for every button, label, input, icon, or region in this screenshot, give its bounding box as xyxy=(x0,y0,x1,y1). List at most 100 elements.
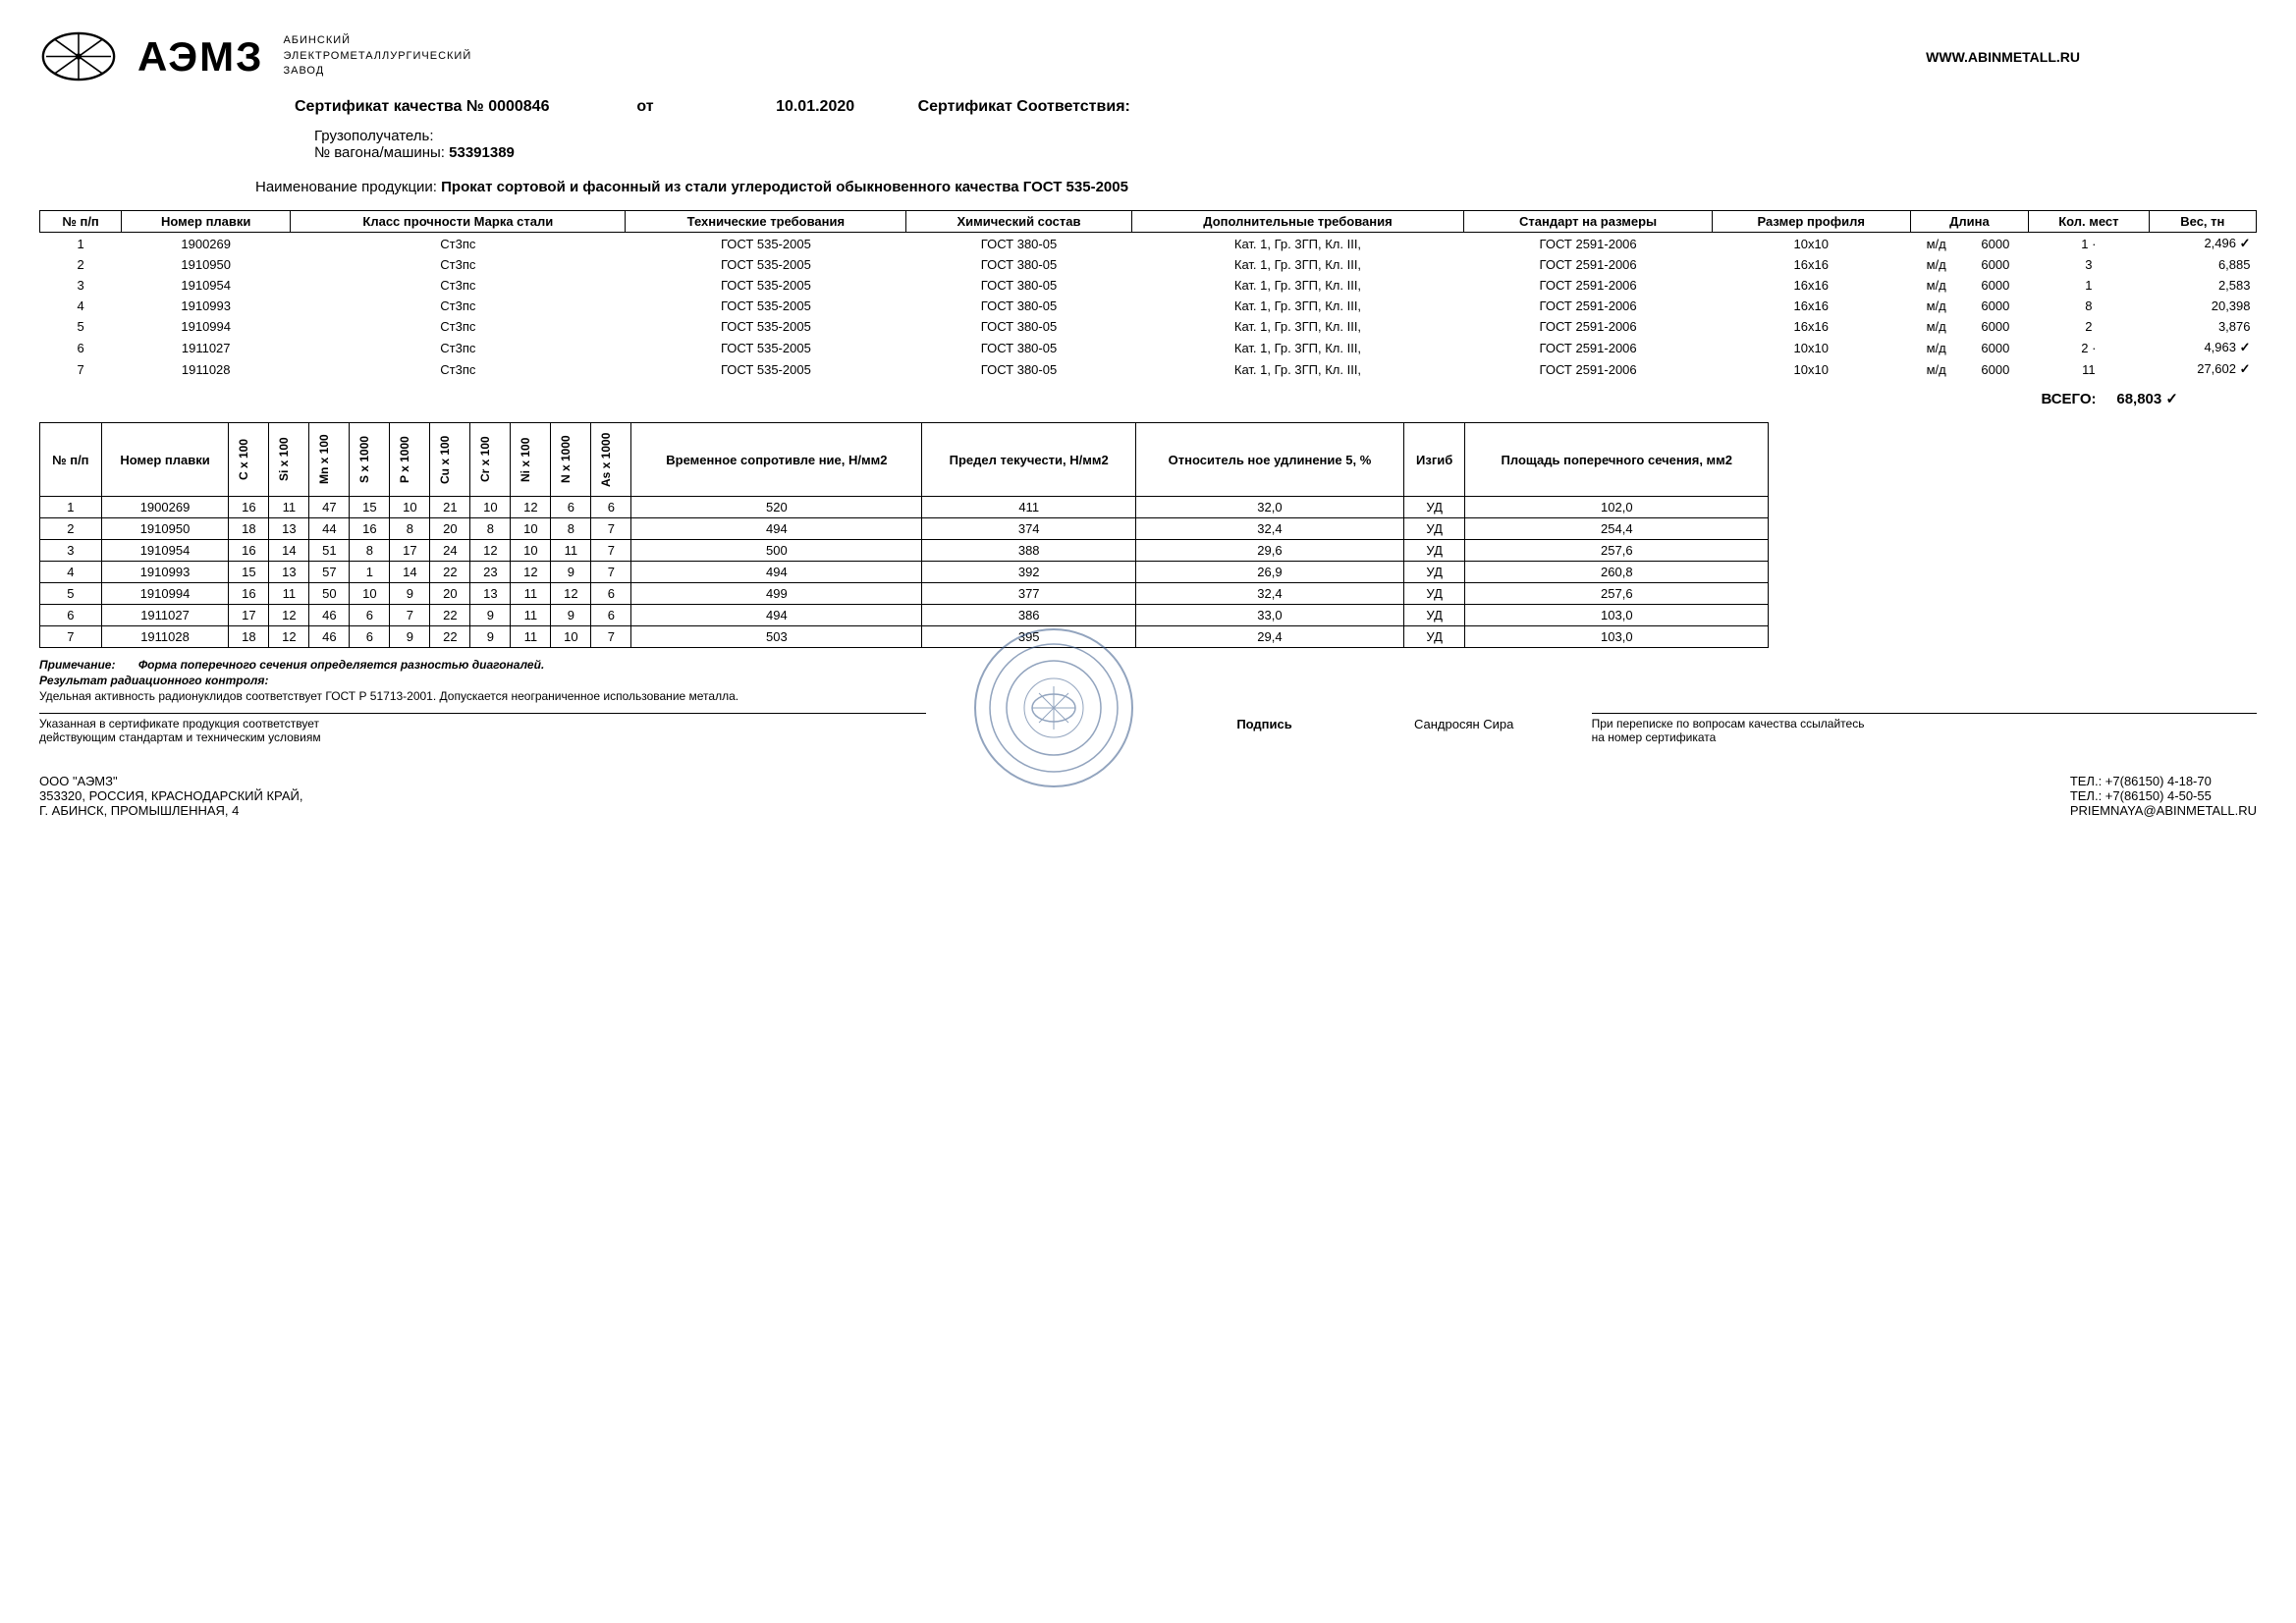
table2-header: Ni x 100 xyxy=(511,423,551,497)
table-cell: УД xyxy=(1403,518,1464,540)
table1-header: Класс прочности Марка стали xyxy=(291,211,626,233)
table-row: 21910950Ст3псГОСТ 535-2005ГОСТ 380-05Кат… xyxy=(40,254,2257,275)
table-cell: ГОСТ 380-05 xyxy=(906,358,1131,380)
table-cell: 1 xyxy=(40,233,122,255)
table-cell: 6 xyxy=(591,583,631,605)
table-cell: Ст3пс xyxy=(291,296,626,316)
table-cell: 7 xyxy=(40,358,122,380)
table-cell: 500 xyxy=(631,540,922,562)
table-cell: 16 xyxy=(350,518,390,540)
table-cell: 374 xyxy=(922,518,1136,540)
table-cell: м/д xyxy=(1910,254,1962,275)
table1-header: Стандарт на размеры xyxy=(1464,211,1713,233)
table-cell: 16 xyxy=(229,540,269,562)
table-cell: 24 xyxy=(430,540,470,562)
table-cell: 1900269 xyxy=(122,233,291,255)
table-cell: 11 xyxy=(511,605,551,626)
table-cell: 29,4 xyxy=(1136,626,1404,648)
table2-header: S x 1000 xyxy=(350,423,390,497)
table-row: 3191095416145181724121011750038829,6УД25… xyxy=(40,540,1769,562)
notes: Примечание: Форма поперечного сечения оп… xyxy=(39,658,2257,703)
table-cell: 7 xyxy=(591,540,631,562)
table-cell: 47 xyxy=(309,497,350,518)
table-cell: Кат. 1, Гр. 3ГП, Кл. III, xyxy=(1131,233,1464,255)
table-cell: 15 xyxy=(350,497,390,518)
sig-left2: действующим стандартам и техническим усл… xyxy=(39,730,926,744)
table-cell: 103,0 xyxy=(1465,605,1769,626)
company-logo-icon xyxy=(39,29,118,83)
total-value: 68,803 xyxy=(2116,391,2178,407)
table-cell: 257,6 xyxy=(1465,583,1769,605)
table-cell: Ст3пс xyxy=(291,337,626,358)
table-cell: 14 xyxy=(269,540,309,562)
table-cell: 3 xyxy=(40,540,102,562)
table-cell: ГОСТ 535-2005 xyxy=(626,316,906,337)
product-value: Прокат сортовой и фасонный из стали угле… xyxy=(441,179,1128,195)
table-cell: Кат. 1, Гр. 3ГП, Кл. III, xyxy=(1131,316,1464,337)
sig-right2: на номер сертификата xyxy=(1592,730,2257,744)
table-cell: 6 xyxy=(551,497,591,518)
table-cell: 1910993 xyxy=(122,296,291,316)
table-cell: 1 xyxy=(2029,275,2150,296)
table-cell: 18 xyxy=(229,626,269,648)
table-chemistry: № п/пНомер плавкиC x 100Si x 100Mn x 100… xyxy=(39,422,1769,648)
table2-header: Площадь поперечного сечения, мм2 xyxy=(1465,423,1769,497)
table-cell: 22 xyxy=(430,626,470,648)
table-cell: 18 xyxy=(229,518,269,540)
table-cell: 27,602 xyxy=(2149,358,2256,380)
table-cell: 22 xyxy=(430,605,470,626)
table-cell: ГОСТ 535-2005 xyxy=(626,296,906,316)
total-label: ВСЕГО: xyxy=(2041,391,2096,407)
table-cell: 6000 xyxy=(1962,233,2028,255)
table-cell: 12 xyxy=(511,562,551,583)
table-cell: 1910954 xyxy=(122,275,291,296)
table-cell: 11 xyxy=(511,583,551,605)
table2-header: Номер плавки xyxy=(101,423,229,497)
table-cell: 22 xyxy=(430,562,470,583)
cert-title-label: Сертификат качества № xyxy=(295,98,484,115)
table-cell: 9 xyxy=(390,626,430,648)
table-cell: ГОСТ 380-05 xyxy=(906,316,1131,337)
table-cell: 3 xyxy=(2029,254,2150,275)
company-sub1: АБИНСКИЙ xyxy=(283,33,471,48)
table-cell: 5 xyxy=(40,316,122,337)
table-cell: 16 xyxy=(229,497,269,518)
table-cell: ГОСТ 535-2005 xyxy=(626,254,906,275)
table-cell: 12 xyxy=(551,583,591,605)
table-main: № п/пНомер плавкиКласс прочности Марка с… xyxy=(39,210,2257,380)
table-cell: 1911027 xyxy=(122,337,291,358)
table-cell: 11 xyxy=(551,540,591,562)
table-cell: ГОСТ 535-2005 xyxy=(626,233,906,255)
table-cell: ГОСТ 2591-2006 xyxy=(1464,358,1713,380)
table-cell: 12 xyxy=(470,540,511,562)
table2-header: Cr x 100 xyxy=(470,423,511,497)
table-cell: 51 xyxy=(309,540,350,562)
table-cell: 2 xyxy=(2029,316,2150,337)
table-cell: 103,0 xyxy=(1465,626,1769,648)
company-sub2: ЭЛЕКТРОМЕТАЛЛУРГИЧЕСКИЙ xyxy=(283,49,471,64)
table-cell: Кат. 1, Гр. 3ГП, Кл. III, xyxy=(1131,358,1464,380)
table-cell: м/д xyxy=(1910,296,1962,316)
table-row: 11900269Ст3псГОСТ 535-2005ГОСТ 380-05Кат… xyxy=(40,233,2257,255)
table-cell: ГОСТ 380-05 xyxy=(906,254,1131,275)
cert-from-label: от xyxy=(636,98,653,115)
table-cell: 8 xyxy=(551,518,591,540)
table1-header: Кол. мест xyxy=(2029,211,2150,233)
table-cell: 1910994 xyxy=(122,316,291,337)
table-row: 5191099416115010920131112649937732,4УД25… xyxy=(40,583,1769,605)
table-cell: Ст3пс xyxy=(291,316,626,337)
table-row: 419109931513571142223129749439226,9УД260… xyxy=(40,562,1769,583)
sig-left1: Указанная в сертификате продукция соотве… xyxy=(39,717,926,730)
table-cell: 1911028 xyxy=(101,626,229,648)
table2-header: Cu x 100 xyxy=(430,423,470,497)
website: WWW.ABINMETALL.RU xyxy=(1926,49,2080,65)
table1-header: Размер профиля xyxy=(1712,211,1910,233)
table-cell: 260,8 xyxy=(1465,562,1769,583)
table-cell: 7 xyxy=(40,626,102,648)
table-cell: 9 xyxy=(470,605,511,626)
header: АЭМЗ АБИНСКИЙ ЭЛЕКТРОМЕТАЛЛУРГИЧЕСКИЙ ЗА… xyxy=(39,29,2257,83)
table-cell: 1 xyxy=(350,562,390,583)
table-cell: 1 · xyxy=(2029,233,2150,255)
table1-header: Дополнительные требования xyxy=(1131,211,1464,233)
table-cell: 10x10 xyxy=(1712,337,1910,358)
